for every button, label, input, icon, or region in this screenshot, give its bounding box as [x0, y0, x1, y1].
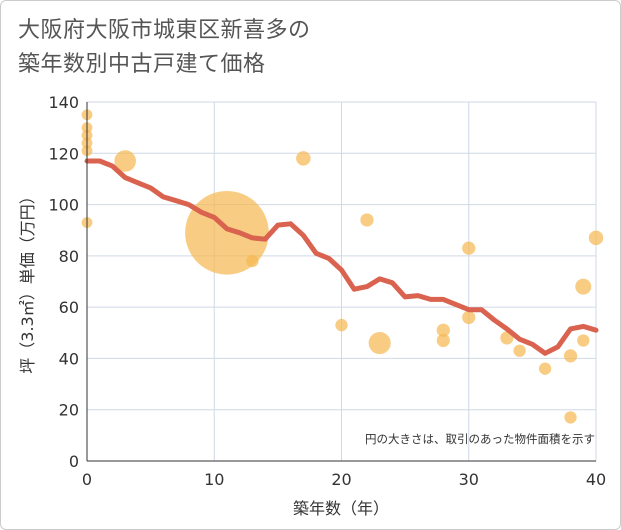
- x-tick-label-20: 20: [331, 470, 351, 489]
- y-tick-label-100: 100: [48, 196, 79, 215]
- trend-series: [84, 158, 599, 356]
- bubble-point-12: [368, 331, 391, 355]
- y-tick-label-40: 40: [59, 349, 79, 368]
- x-tick-label-10: 10: [204, 470, 224, 489]
- y-tick-label-0: 0: [69, 452, 79, 471]
- trend-line: [84, 158, 599, 356]
- tick-labels: 0 10 20 30 40 0 20 40 60 80 100 120 140: [48, 93, 606, 489]
- x-tick-label-0: 0: [82, 470, 92, 489]
- bubble-point-9: [296, 151, 311, 166]
- bubble-point-24: [588, 230, 604, 246]
- bubble-point-10: [335, 318, 348, 332]
- bubble-point-13: [436, 323, 450, 337]
- bubble-point-8: [246, 254, 259, 268]
- size-note: 円の大きさは、取引のあった物件面積を示す: [365, 432, 595, 446]
- bubble-point-15: [462, 241, 476, 255]
- axes: [86, 102, 596, 462]
- y-tick-label-140: 140: [48, 93, 79, 112]
- bubble-point-18: [513, 344, 526, 357]
- bubble-point-22: [575, 278, 592, 295]
- bubble-point-11: [360, 213, 374, 227]
- y-tick-label-120: 120: [48, 144, 79, 163]
- bubble-point-6: [114, 150, 136, 172]
- x-tick-label-30: 30: [459, 470, 479, 489]
- bubble-point-21: [564, 411, 577, 424]
- bubble-point-14: [436, 333, 450, 348]
- y-axis-label: 坪（3.3㎡）単価（万円）: [18, 188, 37, 373]
- bubble-point-19: [538, 362, 552, 375]
- chart-title: 大阪府大阪市城東区新喜多の 築年数別中古戸建て価格: [18, 14, 311, 82]
- bubble-series: [81, 109, 604, 424]
- x-tick-label-40: 40: [586, 470, 606, 489]
- y-tick-label-20: 20: [59, 401, 79, 420]
- y-tick-label-60: 60: [59, 298, 79, 317]
- bubble-point-16: [462, 310, 476, 325]
- chart-title-line-1: 大阪府大阪市城東区新喜多の: [18, 18, 311, 43]
- y-tick-label-80: 80: [59, 247, 79, 266]
- chart-title-line-2: 築年数別中古戸建て価格: [18, 52, 266, 77]
- bubble-point-20: [563, 349, 578, 363]
- x-axis-label: 築年数（年）: [293, 499, 389, 518]
- bubble-point-23: [577, 334, 590, 347]
- grid-lines: [86, 101, 597, 462]
